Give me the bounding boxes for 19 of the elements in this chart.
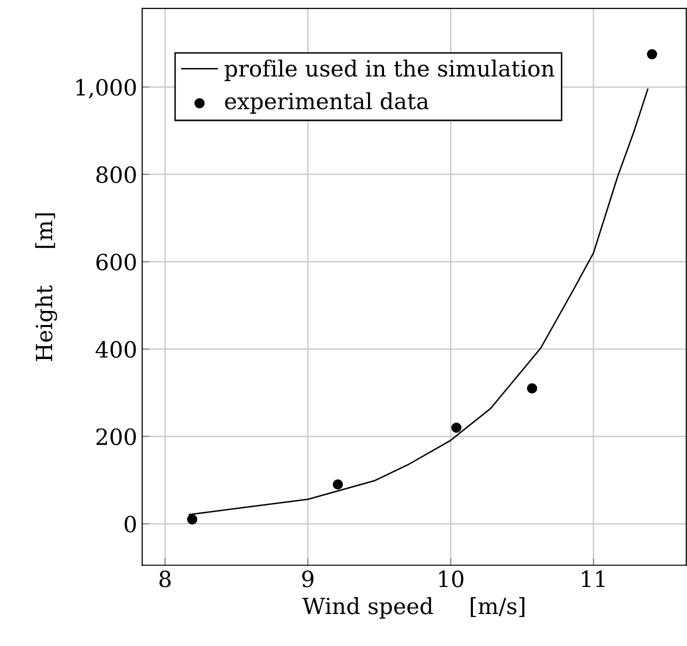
y-axis-title: Height [m] — [35, 213, 58, 362]
y-tick-label: 800 — [96, 166, 136, 184]
y-tick-label: 1,000 — [76, 78, 136, 98]
legend-label: profile used in the simulation — [224, 60, 554, 82]
point — [332, 479, 343, 490]
point — [646, 49, 658, 60]
point — [187, 514, 198, 524]
x-tick-label: 8 — [159, 570, 171, 588]
x-tick-label: 10 — [439, 570, 464, 588]
y-tick-label: 0 — [124, 516, 136, 533]
y-tick-label: 600 — [96, 254, 136, 270]
x-tick-label: 11 — [582, 570, 604, 587]
point — [451, 422, 462, 433]
legend-label: experimental data — [225, 92, 429, 114]
x-tick-label: 9 — [302, 570, 314, 588]
y-tick-label: 400 — [96, 341, 136, 358]
x-axis-title: Wind speed [m/s] — [302, 597, 524, 619]
point — [526, 383, 538, 394]
y-tick-label: 200 — [96, 428, 136, 446]
